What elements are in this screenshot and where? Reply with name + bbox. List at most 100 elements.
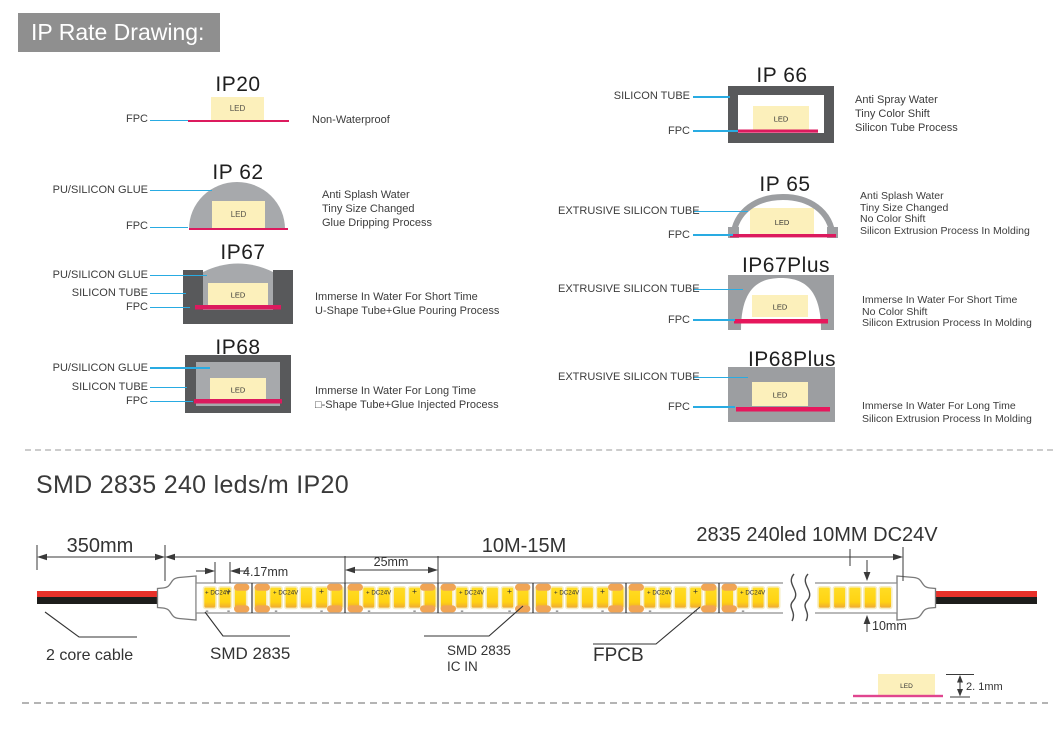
ip62-title: IP 62 [212,161,264,184]
polarity-minus-mark: - [648,606,651,617]
ip68-glue-leader [150,367,210,369]
led-chip [863,586,878,610]
strip-section-title: SMD 2835 240 leds/m IP20 [36,471,349,499]
wire-red [37,591,159,597]
led-chip [817,586,832,610]
cut-lines [251,583,720,613]
solder-pad [420,605,436,613]
ip68-fpc-leader [150,400,193,403]
polarity-minus-mark: - [555,606,558,617]
led-chip [485,586,500,610]
solder-pad [535,605,551,613]
solder-pad [608,605,624,613]
voltage-marking: + DC24V [366,589,392,596]
ip62-fpc-label: FPC [126,220,148,232]
led-chip [549,586,564,610]
polarity-plus-mark: + [226,586,231,596]
polarity-minus-mark: - [205,606,208,617]
solder-pad [628,583,644,591]
ip20-fpc-label: FPC [126,113,148,125]
led-label: LED [231,386,246,395]
callout-leaders [44,605,701,645]
led-chip [407,586,422,610]
polarity-plus-mark: + [319,586,324,596]
solder-pad [535,583,551,591]
strip-spec-label: 2835 240led 10MM DC24V [696,524,938,546]
solder-pad [515,605,531,613]
solder-pad [420,583,436,591]
ip62-glue-leader [150,189,212,192]
led-chip [454,586,469,610]
ip68-fpc-line [194,399,282,404]
polarity-minus-mark: - [367,606,370,617]
ip66-fpc-label: FPC [668,125,690,137]
ip68plus-fpc-leader [693,406,735,408]
ip68-led-box [210,378,266,400]
ip68plus-led-box [752,382,808,406]
led-label: LED [229,104,246,113]
led-chip [392,586,407,610]
ip66-title: IP 66 [756,64,808,87]
polarity-minus-mark: - [508,606,511,617]
ip66-tube-label: SILICON TUBE [613,90,690,102]
ip67-tube-drawing: LED [183,263,293,324]
ip68-title: IP68 [215,336,261,359]
dim-strip-height: 2. 1mm [966,681,1003,693]
ip62-led-box: LED [212,201,265,228]
ip67-glue-label: PU/SILICON GLUE [52,269,148,281]
wire-black [930,597,1037,604]
end-cap-left [156,575,197,621]
ip68plus-desc: Immerse In Water For Long Time Silicon E… [862,400,1032,425]
ip67plus-fpc-leader [693,319,735,321]
ip65-tube-drawing: LED [728,194,838,238]
led-chip [657,586,673,610]
solder-pad [347,605,363,613]
polarity-plus-mark: + [412,586,417,596]
led-chip [564,586,580,610]
led-chip-row [202,586,893,610]
led-label: LED [773,391,788,400]
polarity-minus-mark: - [741,606,744,617]
ip20-title: IP20 [215,73,261,96]
ip20-fpc-leader [150,119,188,122]
ip67-glue-leader [150,274,207,277]
ip67-tube-leader [150,292,186,295]
ip68plus-title: IP68Plus [747,348,837,371]
lead-wire-left [37,591,159,604]
led-chip [469,586,485,610]
led-chip [878,586,893,610]
solder-pad [254,583,270,591]
ip67plus-tube-drawing: LED [728,275,834,330]
strip-side-view: LED [853,674,943,698]
led-chip [847,586,862,610]
solder-pad [254,605,270,613]
ip68-tube-leader [150,386,187,389]
voltage-marking: + DC24V [647,589,673,596]
ip66-led-box [753,106,809,130]
solder-pad [721,605,737,613]
ip67-fpc-label: FPC [126,301,148,313]
ip65-desc: Anti Splash Water Tiny Size Changed No C… [860,190,1030,237]
dim-strip-width: 10mm [872,619,907,633]
ip67-tube-label: SILICON TUBE [71,287,148,299]
wire-red [930,591,1037,597]
led-label: LED [775,218,790,227]
led-chip [218,586,233,610]
callout-fpcb: FPCB [593,645,644,666]
ip20-desc: Non-Waterproof [312,114,390,126]
led-chip [595,586,610,610]
solder-pad [701,583,717,591]
ip65-led-box [750,208,814,234]
led-label: LED [900,683,913,690]
ip67plus-fpc-line [734,319,828,324]
ip65-fpc-leader [693,234,733,236]
callout-ic-chip-line1: SMD 2835 [447,643,511,658]
led-chip [688,586,703,610]
solder-pad [440,605,456,613]
solder-pad [234,605,250,613]
polarity-minus-mark: - [413,606,416,617]
ip62-glue-label: PU/SILICON GLUE [52,184,148,196]
polarity-plus-mark: + [693,586,698,596]
ip66-desc: Anti Spray Water Tiny Color Shift Silico… [855,94,958,134]
